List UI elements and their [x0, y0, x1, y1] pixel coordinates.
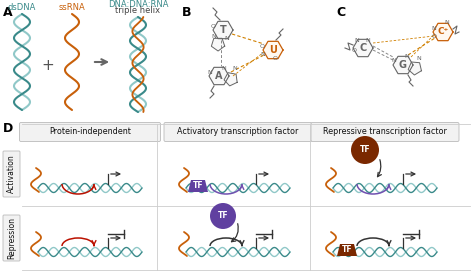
Text: N: N: [432, 25, 437, 30]
Text: N: N: [355, 37, 359, 42]
FancyBboxPatch shape: [3, 151, 20, 197]
Text: TF: TF: [218, 212, 228, 220]
Text: G: G: [399, 60, 407, 70]
Polygon shape: [393, 56, 413, 74]
Polygon shape: [224, 73, 237, 86]
Text: Protein-independent: Protein-independent: [49, 127, 131, 137]
Circle shape: [210, 203, 236, 229]
Text: C⁺: C⁺: [438, 27, 448, 37]
Text: D: D: [3, 122, 13, 135]
Polygon shape: [211, 38, 225, 51]
FancyBboxPatch shape: [311, 122, 459, 142]
Polygon shape: [337, 244, 340, 256]
Text: O: O: [259, 45, 264, 50]
Text: Repressive transcription factor: Repressive transcription factor: [323, 127, 447, 137]
Text: N: N: [365, 37, 370, 42]
Text: O: O: [352, 47, 356, 53]
Text: TF: TF: [193, 181, 203, 191]
Text: TF: TF: [342, 245, 352, 255]
Polygon shape: [408, 62, 421, 75]
Text: T: T: [219, 25, 227, 35]
Polygon shape: [353, 39, 373, 57]
Circle shape: [351, 136, 379, 164]
Polygon shape: [188, 180, 191, 192]
Polygon shape: [188, 180, 208, 192]
Polygon shape: [433, 23, 453, 41]
Polygon shape: [337, 244, 357, 256]
Text: O: O: [210, 24, 216, 29]
Text: N: N: [225, 35, 229, 40]
Text: Activatory transcription factor: Activatory transcription factor: [177, 127, 299, 137]
Text: O: O: [431, 35, 437, 40]
Text: triple helix: triple helix: [116, 6, 161, 15]
Text: N: N: [417, 57, 421, 61]
Text: N: N: [261, 53, 265, 58]
Text: +: +: [42, 58, 55, 73]
Text: Repression: Repression: [7, 217, 16, 259]
Text: dsDNA: dsDNA: [8, 3, 36, 12]
Text: N: N: [233, 66, 237, 71]
Text: N: N: [445, 20, 449, 25]
Text: C: C: [359, 43, 366, 53]
FancyBboxPatch shape: [19, 122, 161, 142]
Polygon shape: [209, 67, 229, 85]
Text: Activation: Activation: [7, 155, 16, 193]
Text: B: B: [182, 6, 191, 19]
Text: U: U: [269, 45, 277, 55]
Text: N: N: [405, 53, 410, 58]
Text: A: A: [215, 71, 223, 81]
Polygon shape: [213, 21, 233, 39]
Text: N: N: [222, 65, 227, 71]
FancyBboxPatch shape: [164, 122, 312, 142]
Text: N: N: [392, 58, 396, 63]
Text: DNA:DNA:RNA: DNA:DNA:RNA: [108, 0, 168, 9]
Text: A: A: [3, 6, 13, 19]
Text: N: N: [211, 34, 216, 39]
Text: ssRNA: ssRNA: [59, 3, 85, 12]
Text: C: C: [336, 6, 345, 19]
Polygon shape: [263, 41, 283, 59]
Text: TF: TF: [360, 145, 370, 155]
FancyBboxPatch shape: [3, 215, 20, 261]
Text: N: N: [208, 70, 212, 75]
Text: O: O: [273, 57, 277, 61]
